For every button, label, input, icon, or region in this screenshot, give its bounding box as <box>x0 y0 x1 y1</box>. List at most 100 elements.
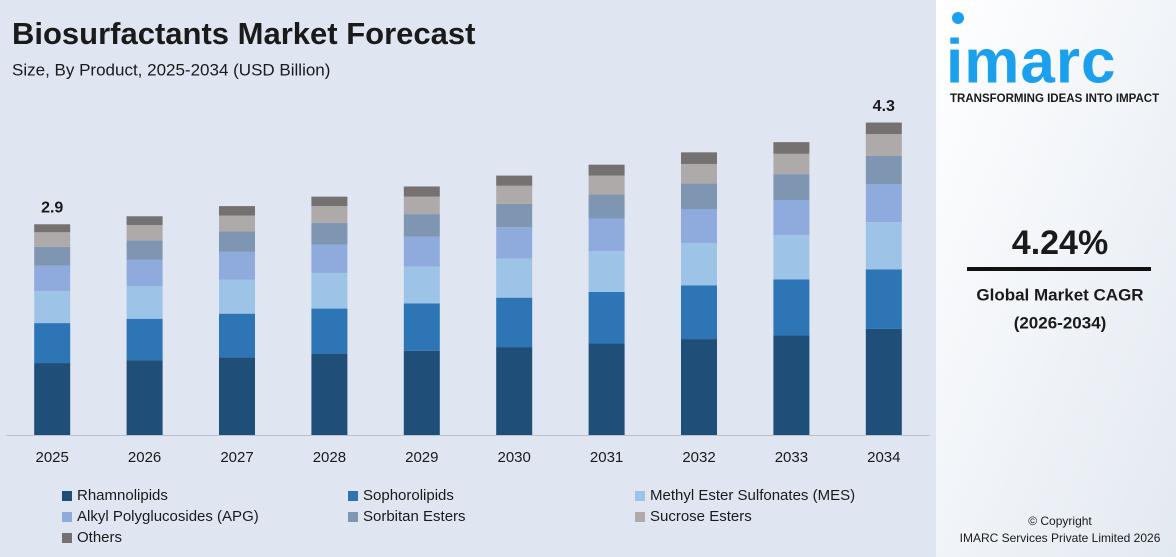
x-tick-label: 2025 <box>36 449 69 466</box>
bar-segment <box>34 232 71 247</box>
total-label: 2.9 <box>41 199 63 216</box>
bar-segment <box>681 285 717 340</box>
tagline: TRANSFORMING IDEAS INTO IMPACT <box>950 93 1159 105</box>
x-tick-label: 2026 <box>128 449 161 466</box>
bar-segment <box>773 153 810 175</box>
logo-dot <box>952 12 964 24</box>
bar-segment <box>865 155 902 185</box>
legend-swatch <box>348 512 358 522</box>
bar-segment <box>681 243 717 286</box>
bar-segment <box>773 279 810 336</box>
bar-segment <box>126 259 163 287</box>
bar-segment <box>403 236 440 267</box>
bar-segment <box>865 184 902 223</box>
total-label: 4.3 <box>873 98 895 115</box>
bar-segment <box>681 163 717 184</box>
bar-segment <box>681 183 717 210</box>
bar-segment <box>681 209 717 244</box>
cagr-value: 4.24% <box>1012 224 1108 262</box>
bar-segment <box>588 175 625 195</box>
bar-segment <box>126 360 163 435</box>
bar-segment <box>588 194 625 219</box>
cagr-period: (2026-2034) <box>1014 313 1107 332</box>
cagr-rule <box>967 267 1151 271</box>
bar-segment <box>588 343 625 435</box>
chart-subtitle: Size, By Product, 2025-2034 (USD Billion… <box>12 60 330 79</box>
legend-swatch <box>635 512 645 522</box>
bar-segment <box>403 266 440 304</box>
bar-segment <box>34 265 71 292</box>
bar-segment <box>126 240 163 260</box>
bar-segment <box>496 175 533 186</box>
bar-segment <box>496 347 533 435</box>
bar-segment <box>126 216 163 225</box>
bar-segment <box>311 353 348 435</box>
bar-segment <box>496 203 533 228</box>
bar-segment <box>34 291 71 324</box>
bar-segment <box>865 134 902 156</box>
bar-segment <box>403 196 440 215</box>
bar-segment <box>34 363 71 435</box>
bar-segment <box>588 251 625 292</box>
bar-segment <box>311 272 348 309</box>
chart-title: Biosurfactants Market Forecast <box>12 16 475 51</box>
bar-segment <box>219 231 255 252</box>
x-tick-label: 2031 <box>590 449 623 466</box>
x-tick-label: 2029 <box>405 449 438 466</box>
x-tick-label: 2030 <box>498 449 531 466</box>
x-tick-label: 2027 <box>220 449 253 466</box>
bar-segment <box>219 357 255 435</box>
bar-segment <box>773 142 810 154</box>
bar-segment <box>403 214 440 237</box>
bar-segment <box>496 297 533 348</box>
bar-segment <box>219 251 255 280</box>
bar-segment <box>311 196 348 207</box>
bar-segment <box>588 218 625 252</box>
bar-segment <box>496 227 533 259</box>
bar-segment <box>219 313 255 358</box>
bar-segment <box>219 215 255 232</box>
bar-segment <box>219 206 255 216</box>
bar-segment <box>126 318 163 361</box>
bar-segment <box>865 222 902 270</box>
legend-swatch <box>62 491 72 501</box>
bar-segment <box>496 185 533 204</box>
bar-segment <box>34 224 71 233</box>
bar-segment <box>219 279 255 314</box>
legend-swatch <box>62 533 72 543</box>
bar-segment <box>865 122 902 135</box>
bar-segment <box>588 291 625 344</box>
legend-swatch <box>348 491 358 501</box>
logo: imarc <box>946 27 1116 96</box>
bar-segment <box>311 206 348 223</box>
bar-segment <box>311 222 348 245</box>
sidebar-bg <box>936 0 1176 557</box>
bar-segment <box>773 335 810 435</box>
cagr-label: Global Market CAGR <box>976 285 1143 304</box>
bar-segment <box>126 224 163 241</box>
legend-label: Sophorolipids <box>363 487 454 504</box>
x-tick-label: 2028 <box>313 449 346 466</box>
legend-label: Rhamnolipids <box>77 487 168 504</box>
legend-swatch <box>62 512 72 522</box>
bar-segment <box>681 339 717 435</box>
bar-segment <box>865 269 902 329</box>
bar-segment <box>403 186 440 197</box>
bar-segment <box>34 323 71 364</box>
legend-swatch <box>635 491 645 501</box>
bar-segment <box>403 303 440 351</box>
bar-segment <box>588 164 625 176</box>
legend-label: Sucrose Esters <box>650 508 752 525</box>
copyright: © Copyright <box>1028 514 1092 528</box>
legend-label: Alkyl Polyglucosides (APG) <box>77 508 259 525</box>
bar-segment <box>865 328 902 435</box>
bar-segment <box>126 286 163 319</box>
x-tick-label: 2034 <box>867 449 900 466</box>
x-tick-label: 2033 <box>775 449 808 466</box>
bar-segment <box>773 200 810 236</box>
legend-label: Others <box>77 529 122 546</box>
bar-segment <box>496 258 533 298</box>
bar-segment <box>311 308 348 354</box>
